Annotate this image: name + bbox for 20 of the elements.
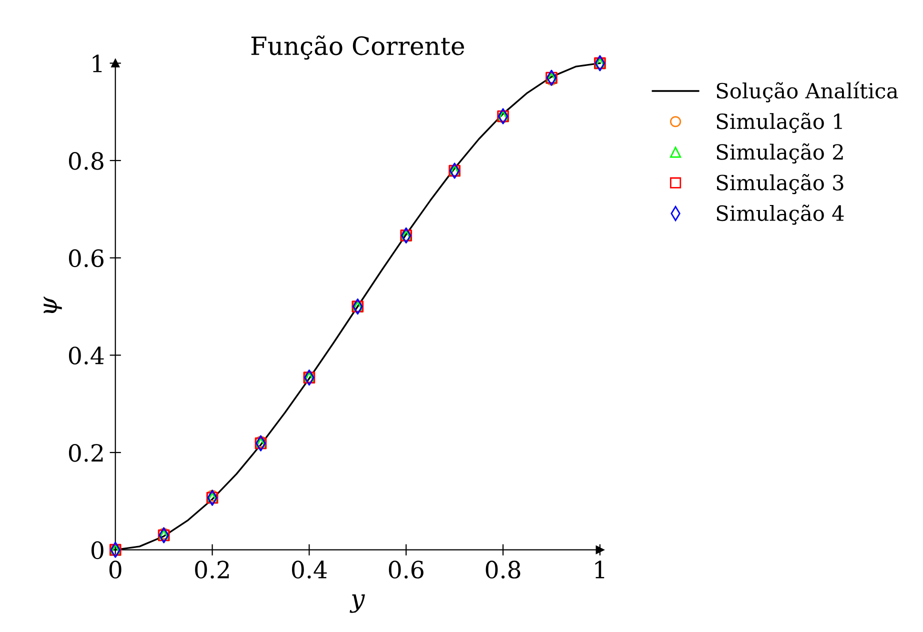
- y-tick-label: 0: [91, 541, 104, 560]
- x-tick-label: 0.8: [486, 560, 520, 579]
- chart-title: Função Corrente: [251, 35, 464, 60]
- x-tick-label: 1: [595, 560, 604, 578]
- y-tick-label: 0.8: [68, 152, 104, 170]
- y-tick-label: 0.6: [68, 249, 104, 268]
- y-tick-label: 1: [92, 54, 102, 72]
- y-axis-title: ψ: [44, 296, 62, 314]
- legend-label: Simulação 4: [716, 204, 844, 225]
- x-tick-label: 0: [109, 560, 122, 579]
- x-axis-title: y: [350, 594, 365, 613]
- legend-label: Simulação 3: [716, 174, 844, 194]
- x-tick-label: 0.6: [388, 560, 424, 579]
- x-tick-label: 0.4: [292, 560, 327, 579]
- y-tick-label: 0.4: [68, 346, 104, 364]
- legend-label: Simulação 1: [716, 112, 842, 133]
- y-tick-label: 0.2: [68, 444, 103, 462]
- legend-label: Simulação 2: [716, 143, 843, 164]
- x-tick-label: 0.2: [195, 560, 229, 579]
- legend-label: Solução Analítica: [716, 82, 898, 102]
